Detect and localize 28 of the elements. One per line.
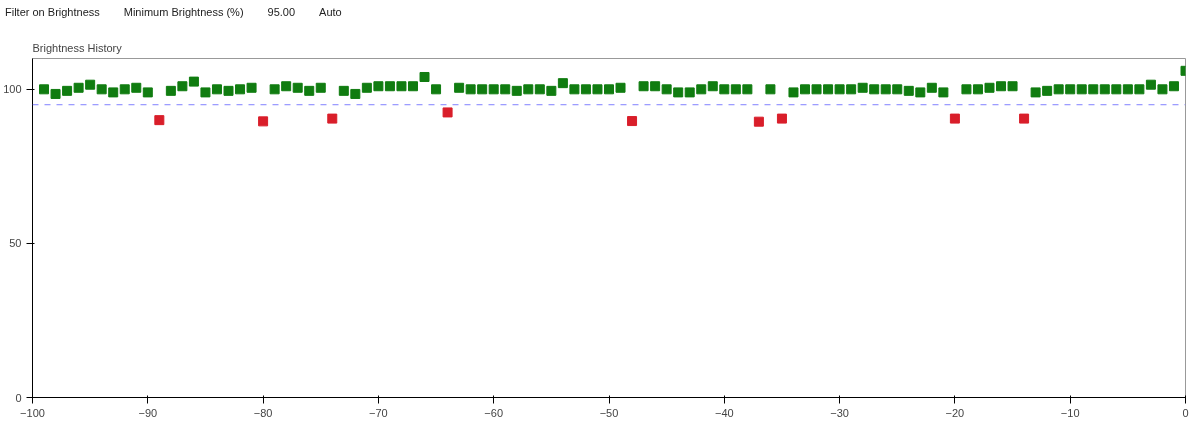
point [327, 113, 338, 124]
y-tick-label: 100 [3, 83, 22, 96]
x-tick-label: −90 [138, 406, 158, 419]
y-tick-label: 0 [15, 391, 22, 404]
x-tick-label: −60 [484, 406, 504, 419]
text: 95.00 [267, 6, 296, 18]
x-tick-label: −30 [830, 406, 849, 419]
x-tick-label: −40 [714, 406, 734, 419]
x-tick-label: −70 [369, 406, 388, 419]
chart-title: Brightness History [32, 41, 123, 54]
x-tick-label: −80 [253, 406, 273, 419]
x-tick-label: 0 [1182, 406, 1189, 419]
point [627, 116, 638, 127]
x-tick-label: −10 [1060, 406, 1080, 419]
y-tick-label: 50 [9, 237, 22, 250]
text: Auto [319, 6, 342, 18]
point [154, 115, 165, 126]
x-tick-label: −100 [20, 406, 45, 419]
text: Minimum Brightness (%) [123, 6, 244, 18]
point [442, 107, 453, 118]
point [1019, 113, 1030, 124]
x-tick-label: −50 [599, 406, 619, 419]
point [258, 116, 269, 127]
text: Filter on Brightness [5, 6, 100, 18]
x-tick-label: −20 [945, 406, 965, 419]
point [949, 113, 960, 124]
point [776, 113, 787, 124]
point [753, 116, 764, 127]
